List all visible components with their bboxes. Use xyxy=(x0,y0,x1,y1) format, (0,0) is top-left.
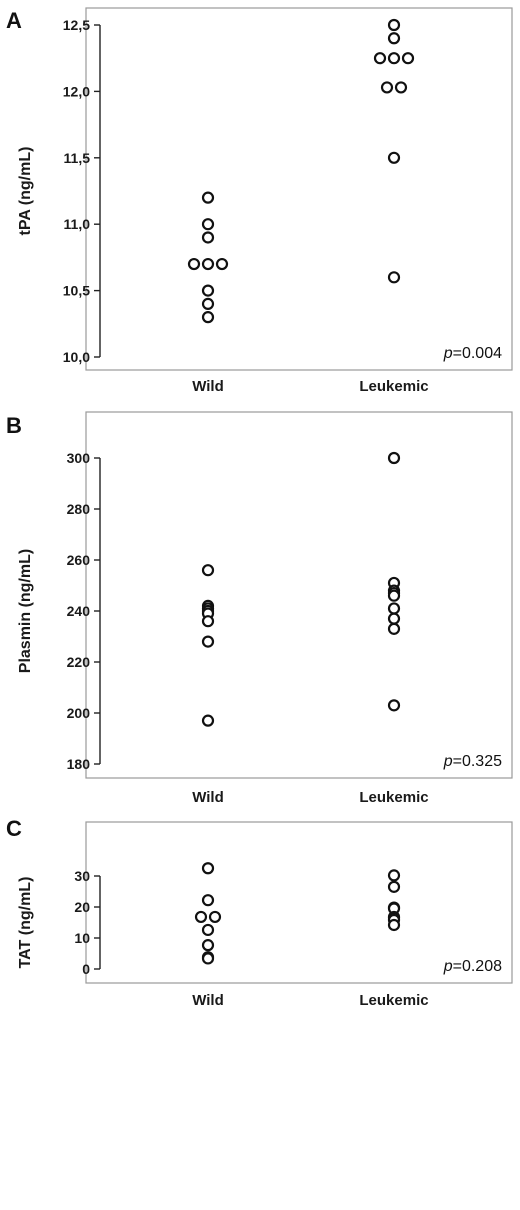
p-value-number: =0.208 xyxy=(453,958,502,975)
p-value-annotation: p=0.004 xyxy=(443,345,502,362)
p-value-symbol: p xyxy=(443,753,453,770)
panel-a: A 10,0 10,5 11,0 11,5 12,0 12,5 tPA (ng/mL) Wild… xyxy=(6,7,513,395)
y-tick-label: 0 xyxy=(82,961,90,977)
data-point xyxy=(387,869,401,882)
data-point xyxy=(194,910,208,924)
p-value-symbol: p xyxy=(443,345,453,362)
panel-label: B xyxy=(6,413,22,438)
data-point xyxy=(201,191,215,204)
data-point xyxy=(201,635,215,648)
data-point xyxy=(387,451,401,465)
y-tick-label: 10,0 xyxy=(63,349,90,365)
data-point xyxy=(387,32,401,45)
data-point xyxy=(387,151,401,164)
data-point xyxy=(387,612,401,625)
x-category-label: Wild xyxy=(192,789,224,806)
p-value-symbol: p xyxy=(443,958,453,975)
y-tick-label: 11,0 xyxy=(64,216,91,232)
data-point xyxy=(201,311,215,324)
data-point xyxy=(387,18,401,32)
x-category-label: Leukemic xyxy=(359,378,428,395)
y-tick-label: 10 xyxy=(74,930,90,946)
data-point xyxy=(373,52,387,65)
data-point xyxy=(201,297,215,310)
panel-c: C 0 10 20 30 TAT (ng/mL) Wild Leukemic p=0.208 xyxy=(6,816,513,1009)
y-tick-label: 10,5 xyxy=(63,283,90,299)
p-value-number: =0.325 xyxy=(453,753,502,770)
y-tick-label: 180 xyxy=(67,756,91,772)
data-point xyxy=(201,923,215,937)
data-point xyxy=(387,622,401,635)
y-tick-label: 200 xyxy=(67,705,91,721)
y-tick-label: 30 xyxy=(74,868,90,884)
x-category-label: Wild xyxy=(192,992,224,1009)
data-point xyxy=(208,910,222,924)
data-point xyxy=(394,81,408,94)
data-point xyxy=(380,81,394,94)
y-tick-label: 300 xyxy=(67,450,91,466)
y-tick-label: 260 xyxy=(67,552,91,568)
x-category-label: Leukemic xyxy=(359,992,428,1009)
y-axis-label: tPA (ng/mL) xyxy=(17,147,34,236)
data-point xyxy=(201,257,215,271)
data-point xyxy=(187,257,201,271)
data-point xyxy=(401,52,415,65)
y-tick-label: 20 xyxy=(74,899,90,915)
data-point xyxy=(201,564,215,577)
data-point xyxy=(201,862,215,875)
data-point xyxy=(387,271,401,284)
data-point xyxy=(201,952,215,965)
y-axis-label: TAT (ng/mL) xyxy=(17,877,34,969)
plot-frame xyxy=(85,411,513,779)
panel-label: A xyxy=(6,8,22,33)
data-point xyxy=(387,602,401,615)
data-point xyxy=(387,589,401,602)
p-value-annotation: p=0.208 xyxy=(443,958,502,975)
data-point xyxy=(387,918,401,932)
y-tick-label: 240 xyxy=(67,603,91,619)
data-point xyxy=(201,714,215,727)
data-point xyxy=(201,231,215,244)
y-tick-label: 12,0 xyxy=(63,83,90,99)
plot-frame xyxy=(85,821,513,984)
y-axis-label: Plasmin (ng/mL) xyxy=(17,549,34,673)
p-value-number: =0.004 xyxy=(453,345,502,362)
panel-label: C xyxy=(6,816,22,841)
p-value-annotation: p=0.325 xyxy=(443,753,502,770)
plot-frame xyxy=(85,7,513,371)
data-point xyxy=(387,880,401,893)
data-point xyxy=(201,284,215,297)
data-point xyxy=(387,699,401,712)
data-point xyxy=(201,939,215,952)
x-category-label: Leukemic xyxy=(359,789,428,806)
x-category-label: Wild xyxy=(192,378,224,395)
y-tick-label: 220 xyxy=(67,654,91,670)
data-point xyxy=(387,52,401,65)
y-tick-label: 12,5 xyxy=(63,17,90,33)
panel-b: B 180 200 220 240 260 280 300 Plasmin (ng/mL) Wil… xyxy=(6,411,513,806)
data-point xyxy=(201,894,215,907)
data-point xyxy=(201,218,215,231)
y-tick-label: 280 xyxy=(67,501,91,517)
data-point xyxy=(201,615,215,628)
data-point xyxy=(215,257,229,271)
y-tick-label: 11,5 xyxy=(64,150,91,166)
